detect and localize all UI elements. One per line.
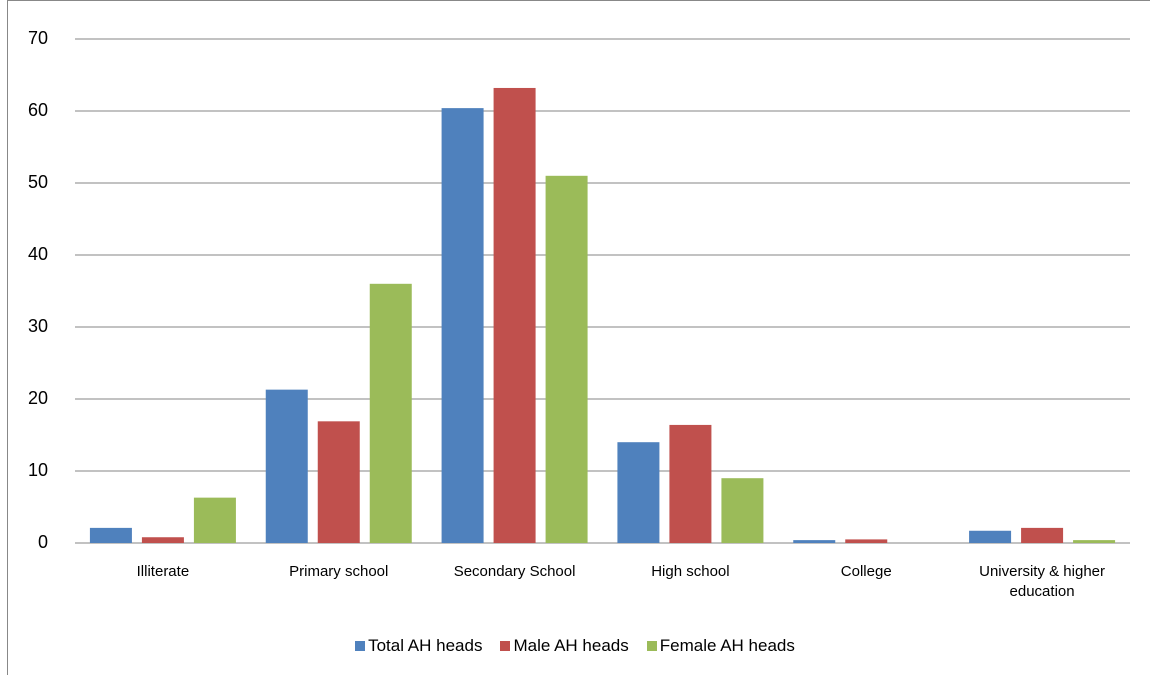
bar [545,175,588,544]
bar [845,539,888,543]
legend-swatch [355,641,366,651]
x-tick-label: College [840,563,892,580]
legend-item: Total AH heads [355,636,482,656]
y-tick-label: 60 [28,100,48,120]
legend-swatch [500,641,511,651]
bar [89,527,132,543]
legend-label: Female AH heads [659,636,795,655]
bar [1073,540,1116,543]
bar [141,537,184,543]
bar [317,421,360,543]
x-tick-label: Primary school [289,563,389,580]
bar [1021,527,1064,543]
legend: Total AH heads Male AH heads Female AH hea… [0,636,1150,656]
bar [793,540,836,543]
bar [441,108,484,544]
bar [193,497,236,543]
x-tick-label: Secondary School [453,563,576,580]
bar [721,478,764,543]
y-tick-label: 20 [28,388,48,408]
legend-item: Female AH heads [646,636,795,656]
bar [969,530,1012,543]
x-tick-label: University & higher education [979,563,1106,600]
bar [669,424,712,543]
legend-label: Male AH heads [513,636,629,655]
legend-swatch [646,641,657,651]
y-tick-label: 40 [28,244,48,264]
chart-border [7,0,1150,675]
y-tick-label: 50 [28,172,48,192]
y-tick-label: 70 [28,28,48,48]
legend-label: Total AH heads [368,636,483,655]
bar [369,283,412,543]
bar [617,442,660,543]
bar [493,87,536,544]
y-tick-label: 10 [28,460,48,480]
x-tick-label: High school [651,563,730,580]
y-tick-label: 0 [38,532,48,552]
legend-item: Male AH heads [500,636,629,656]
x-tick-label: Illiterate [136,563,190,580]
bar [265,389,308,543]
y-tick-label: 30 [28,316,48,336]
